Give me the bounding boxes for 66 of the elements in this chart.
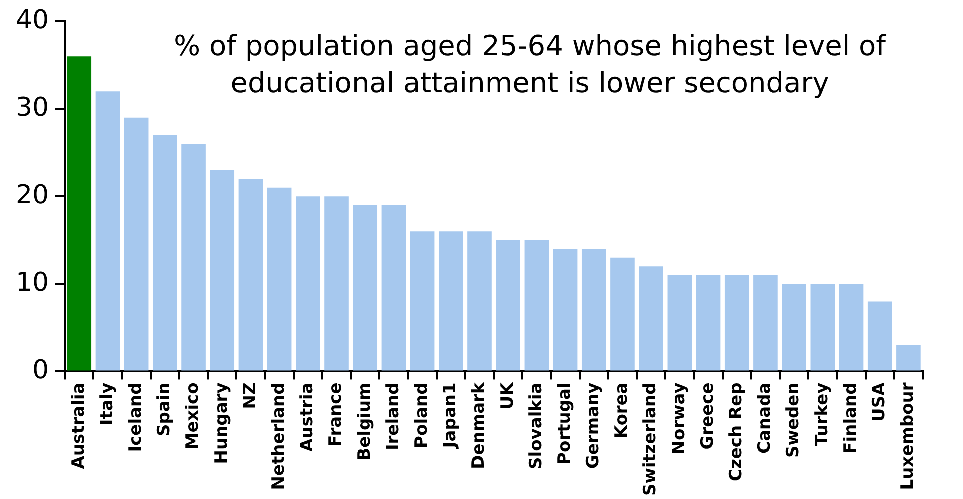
bar	[238, 179, 264, 371]
y-tick-label: 0	[32, 355, 50, 386]
y-tick-label: 10	[16, 268, 50, 298]
bar	[96, 92, 120, 371]
y-tick-label: 20	[16, 180, 50, 210]
x-tick-label: Greece	[698, 382, 718, 450]
x-tick-label: Portugal	[554, 382, 575, 465]
bar	[410, 232, 435, 371]
bar	[382, 205, 406, 371]
x-tick-label: Belgium	[354, 382, 375, 461]
x-tick-label: Finland	[840, 382, 861, 454]
x-tick-label: Norway	[669, 382, 690, 455]
x-tick-label: Canada	[755, 382, 776, 454]
bar	[582, 249, 606, 371]
bar	[553, 249, 578, 371]
bar	[468, 232, 492, 371]
x-tick-label: Japan1	[440, 382, 461, 450]
bar	[839, 284, 864, 371]
x-tick-label: Poland	[412, 382, 432, 448]
bar	[524, 240, 550, 371]
x-tick-label: Czech Rep	[726, 382, 747, 482]
x-tick-label: UK	[498, 382, 518, 410]
bar	[153, 135, 178, 371]
bar	[438, 232, 464, 371]
x-tick-label: Korea	[612, 382, 632, 439]
x-tick-label: Switzerland	[640, 382, 661, 496]
x-tick-label: Spain	[154, 382, 175, 437]
x-tick-label: Australia	[68, 382, 89, 470]
bar	[182, 144, 206, 371]
bar	[496, 240, 520, 371]
x-tick-label: Austria	[298, 382, 318, 452]
bar	[668, 275, 692, 371]
x-tick-label: France	[326, 382, 346, 447]
x-tick-label: Italy	[97, 382, 118, 426]
x-tick-label: Iceland	[126, 382, 146, 452]
x-tick-label: Mexico	[183, 382, 204, 450]
bar	[124, 118, 149, 371]
bar	[754, 275, 778, 371]
x-tick-label: Turkey	[812, 382, 832, 446]
bar	[324, 196, 349, 371]
x-tick-label: Sweden	[784, 382, 804, 458]
x-tick-label: Netherland	[268, 382, 289, 490]
bar	[868, 302, 892, 371]
x-tick-label: Slovalkia	[526, 382, 546, 470]
x-tick-label: Denmark	[469, 382, 490, 470]
x-tick-label: Hungary	[212, 382, 232, 464]
x-tick-label: Luxembour	[898, 382, 918, 490]
bar	[296, 196, 320, 371]
bar	[782, 284, 806, 371]
bar	[696, 275, 721, 371]
bar	[610, 258, 635, 371]
bar	[267, 188, 292, 371]
bar	[67, 56, 92, 371]
y-tick-label: 30	[16, 92, 50, 123]
x-tick-label: Germany	[584, 382, 604, 469]
x-tick-label: USA	[870, 382, 890, 422]
bar	[810, 284, 836, 371]
bar	[896, 345, 921, 371]
bar	[639, 266, 664, 371]
bar	[210, 170, 235, 371]
x-tick-label: Ireland	[383, 382, 404, 451]
x-tick-label: NZ	[240, 382, 260, 410]
bar	[353, 205, 378, 371]
y-tick-label: 40	[16, 5, 50, 36]
bar	[724, 275, 750, 371]
annotation: % of population aged 25-64 whose highest level of educational attainment is lower secondary	[174, 29, 888, 100]
